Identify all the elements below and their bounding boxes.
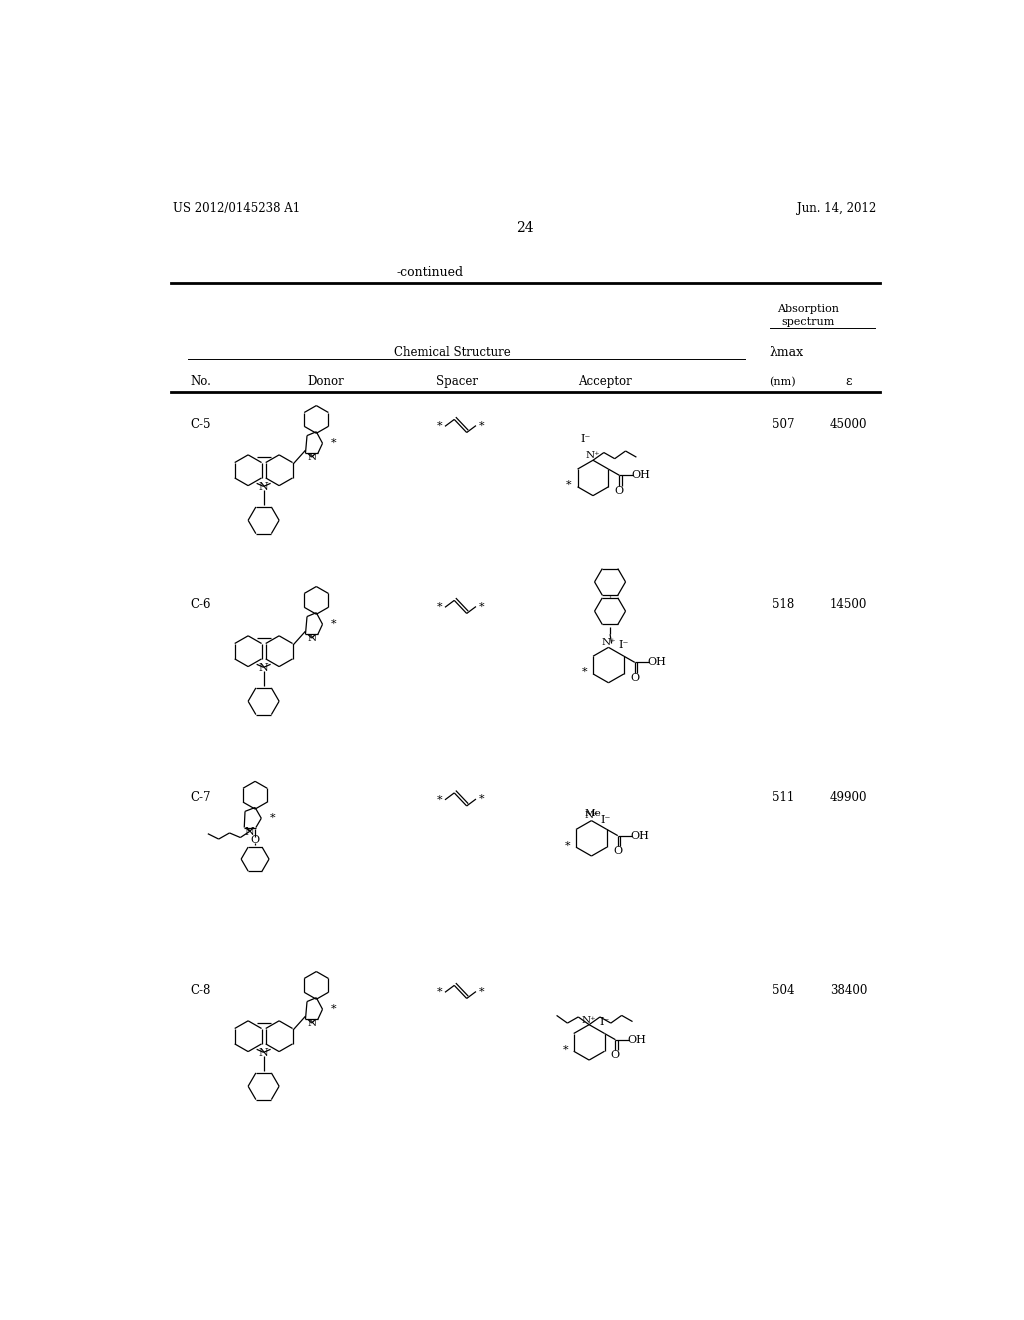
Text: OH: OH [632,470,650,480]
Text: 507: 507 [772,417,795,430]
Text: OH: OH [647,657,666,668]
Text: 45000: 45000 [830,417,867,430]
Text: I⁻: I⁻ [599,1018,610,1027]
Text: C-7: C-7 [190,791,211,804]
Text: N⁺: N⁺ [582,1015,596,1024]
Text: Me: Me [585,809,601,818]
Text: Absorption: Absorption [777,305,840,314]
Text: Jun. 14, 2012: Jun. 14, 2012 [798,202,877,215]
Text: *: * [582,668,588,677]
Text: N⁺: N⁺ [601,639,615,647]
Text: ε: ε [846,375,852,388]
Text: O: O [251,834,260,845]
Text: *: * [478,421,484,430]
Text: 511: 511 [772,791,794,804]
Text: *: * [331,438,336,449]
Text: C-5: C-5 [190,417,211,430]
Text: *: * [331,1005,336,1014]
Text: C-8: C-8 [190,983,210,997]
Text: N: N [245,828,255,837]
Text: N: N [259,1048,268,1059]
Text: Acceptor: Acceptor [578,375,632,388]
Text: I⁻: I⁻ [600,814,610,825]
Text: *: * [564,841,570,850]
Text: *: * [269,813,275,824]
Text: *: * [437,795,442,805]
Text: *: * [478,602,484,611]
Text: N: N [307,454,316,462]
Text: O: O [630,673,639,682]
Text: I⁻: I⁻ [618,640,629,649]
Text: (nm): (nm) [770,376,797,387]
Text: OH: OH [630,830,649,841]
Text: *: * [478,795,484,804]
Text: *: * [478,986,484,997]
Text: *: * [562,1044,568,1055]
Text: 518: 518 [772,598,794,611]
Text: 14500: 14500 [830,598,867,611]
Text: O: O [614,486,624,495]
Text: *: * [566,480,571,490]
Text: OH: OH [628,1035,646,1044]
Text: 24: 24 [516,220,534,235]
Text: Chemical Structure: Chemical Structure [393,346,510,359]
Text: Spacer: Spacer [436,375,478,388]
Text: O: O [611,1051,620,1060]
Text: N⁺: N⁺ [586,451,600,461]
Text: O: O [613,846,623,855]
Text: 38400: 38400 [830,983,867,997]
Text: Donor: Donor [307,375,344,388]
Text: I⁻: I⁻ [580,434,591,445]
Text: C-6: C-6 [190,598,211,611]
Text: *: * [437,602,442,612]
Text: -continued: -continued [396,265,464,279]
Text: *: * [331,619,336,630]
Text: No.: No. [190,375,211,388]
Text: US 2012/0145238 A1: US 2012/0145238 A1 [173,202,300,215]
Text: 49900: 49900 [830,791,867,804]
Text: N⁺: N⁺ [584,812,599,821]
Text: 504: 504 [772,983,795,997]
Text: λmax: λmax [770,346,804,359]
Text: N: N [259,482,268,492]
Text: *: * [437,987,442,998]
Text: N: N [307,1019,316,1028]
Text: spectrum: spectrum [781,317,836,326]
Text: N: N [259,663,268,673]
Text: N: N [307,635,316,643]
Text: *: * [437,421,442,432]
